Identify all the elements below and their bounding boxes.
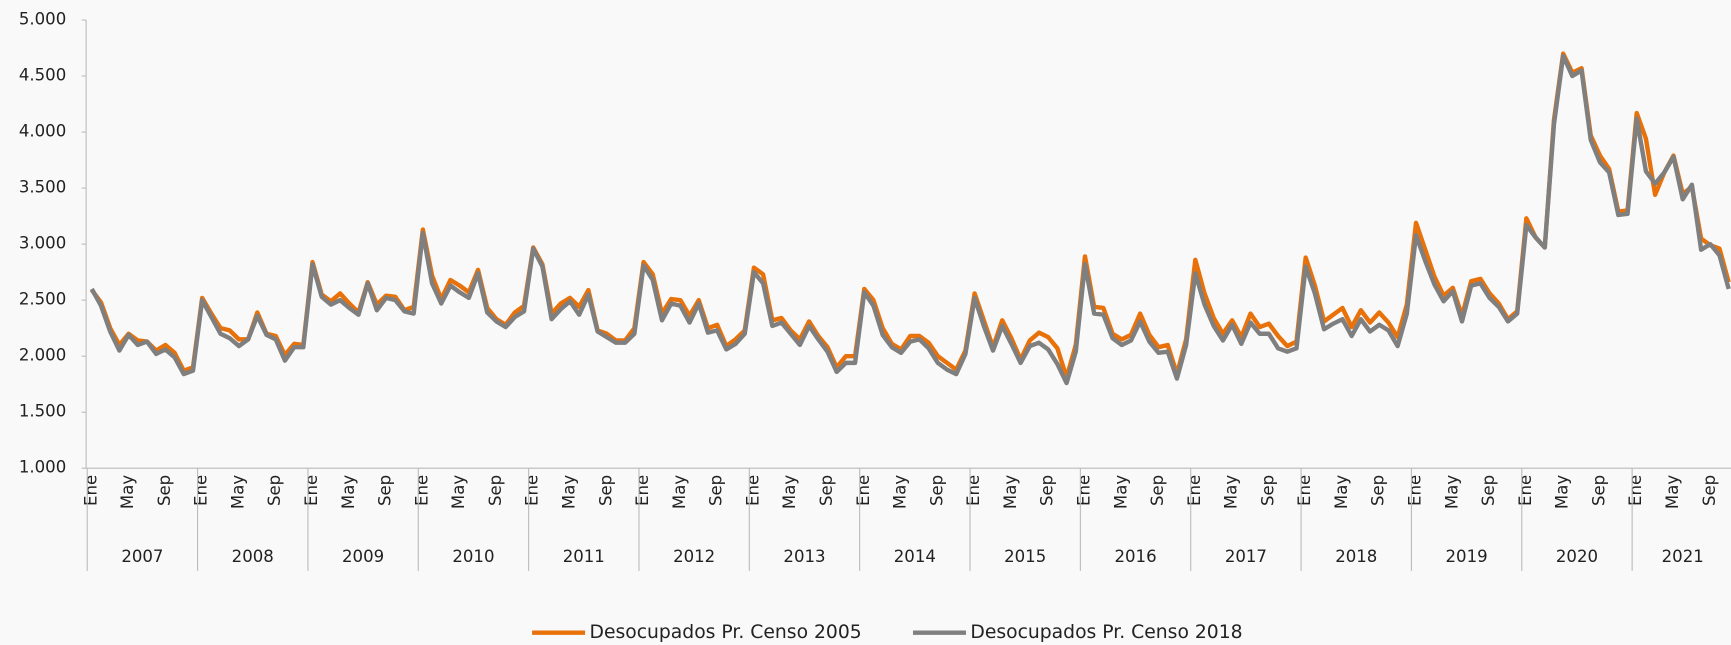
x-tick-label: May [118,475,137,509]
x-tick-label: Sep [927,475,946,506]
x-tick-label: Sep [1148,475,1167,506]
year-label: 2021 [1662,547,1704,566]
x-tick-label: Sep [1369,475,1388,506]
x-tick-label: Ene [1406,475,1425,506]
year-label: 2019 [1446,547,1488,566]
x-tick-label: May [1111,475,1130,509]
y-tick-label: 5.000 [19,10,66,29]
y-tick-label: 3.500 [19,178,66,197]
x-tick-label: Ene [81,475,100,506]
x-tick-label: May [449,475,468,509]
x-tick-label: Sep [1038,475,1057,506]
year-label: 2010 [452,547,494,566]
x-tick-label: Ene [302,475,321,506]
y-tick-label: 2.500 [19,290,66,309]
legend-label: Desocupados Pr. Censo 2018 [970,622,1242,643]
x-tick-label: Sep [596,475,615,506]
year-label: 2012 [673,547,715,566]
x-tick-label: Ene [633,475,652,506]
year-label: 2016 [1114,547,1156,566]
x-tick-label: Ene [1516,475,1535,506]
year-label: 2013 [783,547,825,566]
x-tick-label: Ene [1295,475,1314,506]
x-tick-label: Sep [817,475,836,506]
x-tick-label: Ene [1185,475,1204,506]
x-tick-label: May [670,475,689,509]
x-tick-label: May [1663,475,1682,509]
year-label: 2011 [563,547,605,566]
x-tick-label: Ene [192,475,211,506]
x-tick-label: May [891,475,910,509]
x-tick-label: Ene [743,475,762,506]
x-tick-label: May [780,475,799,509]
x-tick-label: Sep [707,475,726,506]
y-tick-label: 1.000 [19,458,66,477]
y-tick-label: 4.500 [19,66,66,85]
y-tick-label: 2.000 [19,346,66,365]
x-tick-label: Sep [1700,475,1719,506]
x-tick-label: Ene [523,475,542,506]
x-tick-label: May [339,475,358,509]
y-tick-label: 3.000 [19,234,66,253]
x-tick-label: May [559,475,578,509]
x-tick-label: May [1001,475,1020,509]
x-tick-label: Ene [1074,475,1093,506]
x-tick-label: Ene [854,475,873,506]
legend-label: Desocupados Pr. Censo 2005 [590,622,862,643]
year-label: 2018 [1335,547,1377,566]
x-tick-label: May [1442,475,1461,509]
x-tick-label: Sep [486,475,505,506]
x-tick-label: May [1222,475,1241,509]
x-tick-label: Ene [1626,475,1645,506]
x-tick-label: May [1553,475,1572,509]
year-label: 2017 [1225,547,1267,566]
x-tick-label: Sep [1479,475,1498,506]
year-label: 2009 [342,547,384,566]
y-tick-label: 1.500 [19,402,66,421]
x-tick-label: Ene [412,475,431,506]
year-label: 2008 [232,547,274,566]
year-label: 2014 [894,547,936,566]
x-tick-label: Sep [1589,475,1608,506]
x-tick-label: Sep [1258,475,1277,506]
x-tick-label: May [1332,475,1351,509]
x-tick-label: May [228,475,247,509]
year-label: 2007 [121,547,163,566]
year-label: 2020 [1556,547,1598,566]
year-label: 2015 [1004,547,1046,566]
x-tick-label: Sep [376,475,395,506]
x-tick-label: Sep [265,475,284,506]
x-tick-label: Ene [964,475,983,506]
line-series [90,51,1731,380]
line-series [89,53,1731,386]
x-tick-label: Sep [155,475,174,506]
y-tick-label: 4.000 [19,122,66,141]
